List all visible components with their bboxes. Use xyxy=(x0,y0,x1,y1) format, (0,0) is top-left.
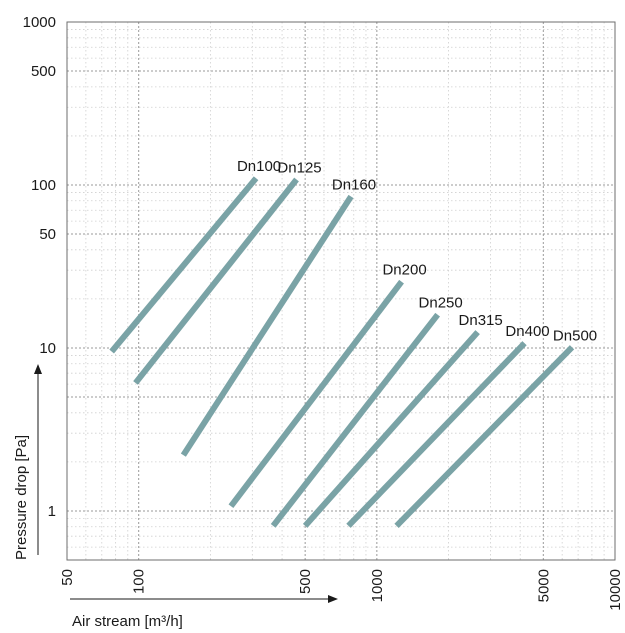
y-axis-title: Pressure drop [Pa] xyxy=(13,435,30,560)
y-tick-label: 10 xyxy=(39,340,56,357)
y-tick-labels: 1 10 50 100 500 1000 xyxy=(23,14,56,520)
series-line-dn500 xyxy=(394,345,575,528)
series-line-dn250 xyxy=(270,312,441,528)
major-gridlines xyxy=(67,22,615,560)
series-label-dn400: Dn400 xyxy=(505,323,549,340)
x-tick-label: 1000 xyxy=(369,569,386,602)
x-axis-arrowhead xyxy=(328,595,338,603)
series-line-dn400 xyxy=(346,341,527,528)
series-label-dn100: Dn100 xyxy=(237,158,281,175)
y-axis-arrowhead xyxy=(34,364,42,374)
series-label-dn125: Dn125 xyxy=(277,160,321,177)
series-label-dn250: Dn250 xyxy=(419,295,463,312)
series-line-dn100 xyxy=(109,176,259,354)
series-line-dn315 xyxy=(302,330,480,528)
y-tick-label: 50 xyxy=(39,226,56,243)
x-tick-label: 100 xyxy=(131,569,148,594)
y-tick-label: 1 xyxy=(48,503,56,520)
series-line-dn160 xyxy=(180,194,354,457)
x-tick-label: 50 xyxy=(59,569,76,586)
x-tick-label: 5000 xyxy=(535,569,552,602)
plot-frame xyxy=(66,21,616,561)
series-label-dn500: Dn500 xyxy=(553,327,597,344)
series-label-dn200: Dn200 xyxy=(382,262,426,279)
series-label-dn315: Dn315 xyxy=(459,312,503,329)
x-tick-labels: 50 100 500 1000 5000 10000 xyxy=(59,569,624,611)
y-tick-label: 1000 xyxy=(23,14,56,31)
y-tick-label: 100 xyxy=(31,177,56,194)
x-axis-title: Air stream [m³/h] xyxy=(72,613,183,630)
series-label-dn160: Dn160 xyxy=(332,176,376,193)
series-line-dn125 xyxy=(133,177,299,385)
x-tick-label: 500 xyxy=(297,569,314,594)
minor-gridlines xyxy=(67,22,615,560)
series-line-dn200 xyxy=(228,279,404,508)
y-tick-label: 500 xyxy=(31,63,56,80)
x-tick-label: 10000 xyxy=(607,569,624,611)
series-lines xyxy=(109,176,575,528)
